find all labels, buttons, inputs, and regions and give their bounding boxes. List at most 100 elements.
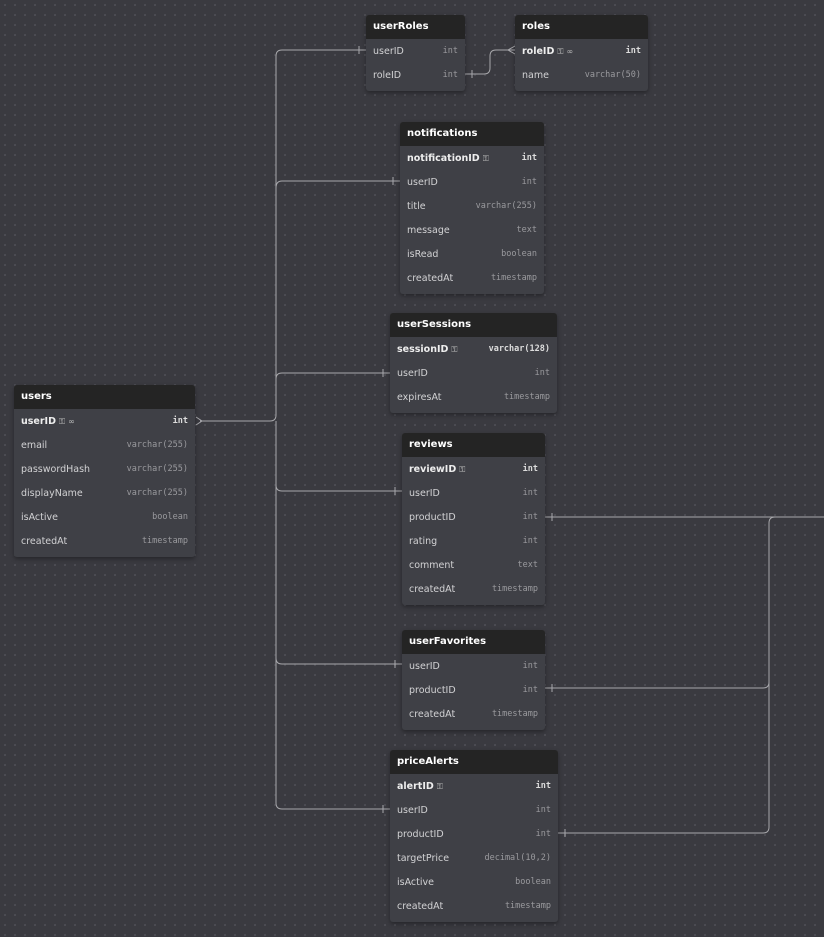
table-title[interactable]: priceAlerts: [390, 750, 558, 774]
column-type: int: [522, 512, 538, 522]
column-type: boolean: [515, 877, 551, 887]
table-title[interactable]: roles: [515, 15, 648, 39]
column-type: int: [521, 153, 537, 163]
table-userSessions[interactable]: userSessions sessionID ⚿ varchar(128) userID…: [390, 313, 557, 413]
table-userFavorites[interactable]: userFavorites userID int productID int create…: [402, 630, 545, 730]
column-row[interactable]: email varchar(255): [14, 433, 195, 457]
column-name-wrap: sessionID ⚿: [397, 344, 457, 355]
column-row[interactable]: expiresAt timestamp: [390, 385, 557, 409]
table-title[interactable]: users: [14, 385, 195, 409]
column-name: userID: [409, 660, 440, 672]
column-name-wrap: message: [407, 225, 450, 236]
link-products-userFavorites[interactable]: [545, 516, 776, 692]
column-row[interactable]: sessionID ⚿ varchar(128): [390, 337, 557, 361]
table-title[interactable]: userSessions: [390, 313, 557, 337]
column-name: productID: [397, 828, 444, 840]
table-title[interactable]: reviews: [402, 433, 545, 457]
column-name: createdAt: [21, 535, 68, 547]
column-row[interactable]: userID int: [402, 481, 545, 505]
column-row[interactable]: createdAt timestamp: [402, 702, 545, 726]
link-roles-userRoles[interactable]: [465, 45, 516, 78]
table-priceAlerts[interactable]: priceAlerts alertID ⚿ int userID int productID…: [390, 750, 558, 922]
column-row[interactable]: userID ⚿ ∞ int: [14, 409, 195, 433]
column-name: displayName: [21, 487, 83, 499]
column-row[interactable]: userID int: [390, 361, 557, 385]
column-row[interactable]: userID int: [390, 798, 558, 822]
column-name-wrap: createdAt: [397, 901, 443, 912]
link-users-reviews[interactable]: [275, 421, 402, 495]
column-row[interactable]: title varchar(255): [400, 194, 544, 218]
column-row[interactable]: reviewID ⚿ int: [402, 457, 545, 481]
column-type: int: [534, 368, 550, 378]
column-row[interactable]: roleID ⚿ ∞ int: [515, 39, 648, 63]
column-row[interactable]: comment text: [402, 553, 545, 577]
column-row[interactable]: notificationID ⚿ int: [400, 146, 544, 170]
column-name-wrap: createdAt: [21, 536, 67, 547]
column-type: varchar(255): [126, 488, 188, 498]
column-name: isRead: [407, 248, 439, 260]
column-row[interactable]: productID int: [402, 678, 545, 702]
link-products-reviews[interactable]: [545, 513, 824, 521]
column-name-wrap: createdAt: [409, 709, 455, 720]
column-name: productID: [409, 684, 456, 696]
column-type: timestamp: [491, 709, 538, 719]
column-name-wrap: isActive: [397, 877, 434, 888]
column-name-wrap: email: [21, 440, 47, 451]
column-row[interactable]: targetPrice decimal(10,2): [390, 846, 558, 870]
table-title[interactable]: notifications: [400, 122, 544, 146]
column-name-wrap: notificationID ⚿: [407, 153, 489, 164]
column-row[interactable]: displayName varchar(255): [14, 481, 195, 505]
column-row[interactable]: createdAt timestamp: [14, 529, 195, 553]
column-type: timestamp: [504, 901, 551, 911]
column-row[interactable]: createdAt timestamp: [390, 894, 558, 918]
link-users-userSessions[interactable]: [275, 369, 390, 380]
column-row[interactable]: rating int: [402, 529, 545, 553]
column-name: roleID: [373, 69, 402, 81]
column-row[interactable]: name varchar(50): [515, 63, 648, 87]
link-users-userFavorites[interactable]: [275, 485, 402, 668]
column-row[interactable]: isActive boolean: [390, 870, 558, 894]
column-row[interactable]: alertID ⚿ int: [390, 774, 558, 798]
table-title[interactable]: userRoles: [366, 15, 465, 39]
column-row[interactable]: message text: [400, 218, 544, 242]
column-row[interactable]: passwordHash varchar(255): [14, 457, 195, 481]
column-row[interactable]: userID int: [366, 39, 465, 63]
column-row[interactable]: productID int: [402, 505, 545, 529]
link-users-priceAlerts[interactable]: [275, 658, 390, 813]
table-userRoles[interactable]: userRoles userID int roleID int: [366, 15, 465, 91]
column-name: message: [407, 224, 450, 236]
column-row[interactable]: userID int: [402, 654, 545, 678]
column-type: boolean: [501, 249, 537, 259]
table-notifications[interactable]: notifications notificationID ⚿ int userID int…: [400, 122, 544, 294]
table-reviews[interactable]: reviews reviewID ⚿ int userID int productID int…: [402, 433, 545, 605]
column-type: int: [522, 464, 538, 474]
column-name: userID: [21, 415, 56, 427]
column-row[interactable]: roleID int: [366, 63, 465, 87]
column-name-wrap: productID: [409, 685, 456, 696]
column-type: int: [535, 781, 551, 791]
table-users[interactable]: users userID ⚿ ∞ int email varchar(255) passwor…: [14, 385, 195, 557]
column-row[interactable]: createdAt timestamp: [402, 577, 545, 601]
column-name-wrap: userID: [397, 368, 428, 379]
column-name: createdAt: [397, 900, 444, 912]
column-name: expiresAt: [397, 391, 442, 403]
link-products-priceAlerts[interactable]: [558, 682, 770, 837]
column-name: comment: [409, 559, 455, 571]
column-row[interactable]: createdAt timestamp: [400, 266, 544, 290]
link-users-notifications[interactable]: [275, 177, 400, 189]
table-roles[interactable]: roles roleID ⚿ ∞ int name varchar(50): [515, 15, 648, 91]
link-users-userRoles[interactable]: [200, 46, 366, 422]
column-type: int: [522, 685, 538, 695]
column-name: title: [407, 200, 426, 212]
column-row[interactable]: isRead boolean: [400, 242, 544, 266]
column-name-wrap: createdAt: [409, 584, 455, 595]
column-name-wrap: isActive: [21, 512, 58, 523]
column-name: targetPrice: [397, 852, 450, 864]
table-title[interactable]: userFavorites: [402, 630, 545, 654]
column-row[interactable]: productID int: [390, 822, 558, 846]
column-row[interactable]: isActive boolean: [14, 505, 195, 529]
column-name-wrap: userID: [397, 805, 428, 816]
column-type: varchar(50): [584, 70, 641, 80]
column-row[interactable]: userID int: [400, 170, 544, 194]
